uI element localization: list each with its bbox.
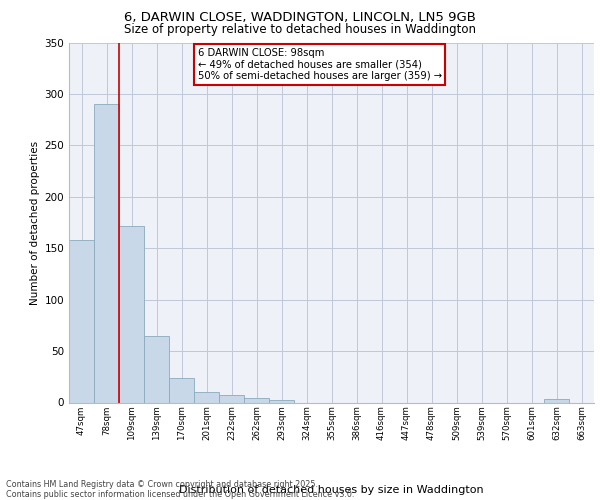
Bar [269,400,294,402]
Bar [169,378,194,402]
Bar [244,398,269,402]
Text: Contains HM Land Registry data © Crown copyright and database right 2025.
Contai: Contains HM Land Registry data © Crown c… [6,480,355,499]
Bar [219,396,244,402]
Text: 6 DARWIN CLOSE: 98sqm
← 49% of detached houses are smaller (354)
50% of semi-det: 6 DARWIN CLOSE: 98sqm ← 49% of detached … [197,48,442,81]
Y-axis label: Number of detached properties: Number of detached properties [30,140,40,304]
Bar [194,392,219,402]
Bar [94,104,119,403]
Bar [69,240,94,402]
X-axis label: Distribution of detached houses by size in Waddington: Distribution of detached houses by size … [179,484,484,494]
Text: 6, DARWIN CLOSE, WADDINGTON, LINCOLN, LN5 9GB: 6, DARWIN CLOSE, WADDINGTON, LINCOLN, LN… [124,11,476,24]
Bar [144,336,169,402]
Text: Size of property relative to detached houses in Waddington: Size of property relative to detached ho… [124,22,476,36]
Bar [119,226,144,402]
Bar [544,400,569,402]
